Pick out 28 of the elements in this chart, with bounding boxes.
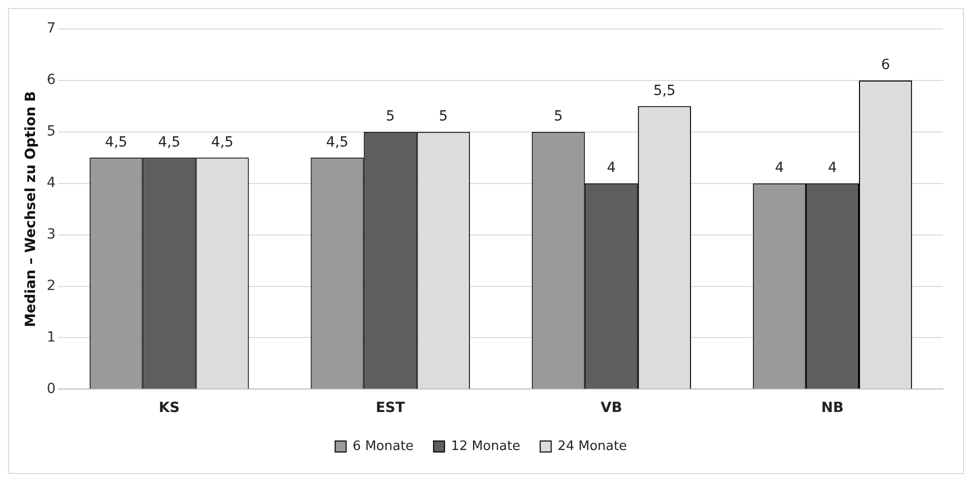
legend-label: 12 Monate bbox=[451, 438, 520, 454]
y-tick-label: 0 bbox=[46, 380, 56, 397]
data-label: 4 bbox=[828, 160, 837, 176]
y-axis-title: Median – Wechsel zu Option B bbox=[23, 91, 40, 328]
y-tick-label: 2 bbox=[46, 278, 56, 294]
x-tick-label: NB bbox=[821, 400, 844, 416]
legend-label: 6 Monate bbox=[352, 438, 414, 454]
data-label: 5 bbox=[438, 108, 448, 125]
y-tick-label: 1 bbox=[46, 329, 56, 346]
data-label: 4 bbox=[606, 160, 616, 176]
data-label: 4,5 bbox=[211, 134, 234, 150]
data-label: 5 bbox=[386, 108, 395, 125]
legend-label: 24 Monate bbox=[558, 438, 627, 454]
y-tick-label: 4 bbox=[46, 175, 56, 192]
x-tick-label: KS bbox=[158, 400, 180, 416]
data-label: 6 bbox=[881, 57, 890, 74]
x-tick-label: VB bbox=[600, 400, 622, 416]
x-tick-label: EST bbox=[376, 400, 406, 416]
data-label: 4 bbox=[774, 160, 784, 176]
data-label: 5 bbox=[554, 108, 563, 125]
data-label: 4,5 bbox=[158, 134, 180, 150]
data-label: 5,5 bbox=[653, 82, 676, 99]
data-label: 4,5 bbox=[105, 134, 128, 150]
y-tick-label: 5 bbox=[46, 124, 56, 140]
data-label: 4,5 bbox=[326, 134, 348, 150]
y-tick-label: 7 bbox=[46, 20, 56, 37]
y-tick-label: 6 bbox=[46, 72, 56, 88]
y-tick-label: 3 bbox=[46, 226, 56, 242]
